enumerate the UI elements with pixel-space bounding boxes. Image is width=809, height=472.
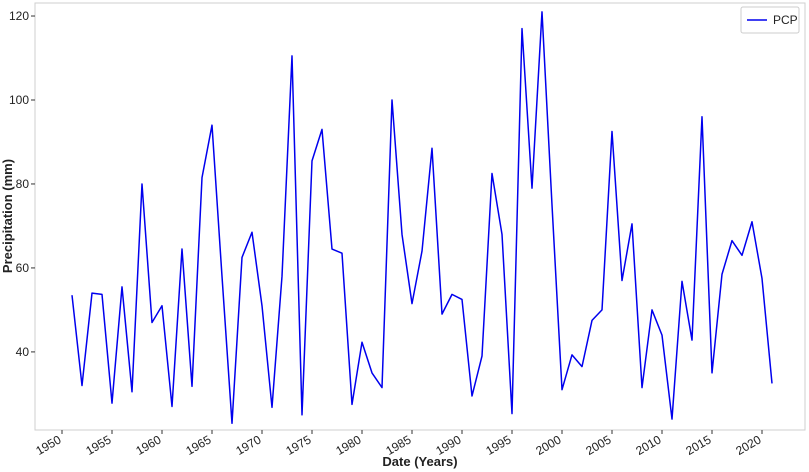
x-tick-label: 1980 (333, 432, 363, 458)
x-tick-label: 1960 (133, 432, 163, 458)
x-tick-label: 1975 (283, 432, 313, 458)
y-tick-label: 100 (9, 93, 29, 107)
x-tick-label: 2015 (683, 432, 713, 458)
x-tick-label: 1955 (83, 432, 113, 458)
x-tick-label: 1965 (183, 432, 213, 458)
y-axis-label: Precipitation (mm) (0, 159, 15, 273)
x-tick-label: 2005 (583, 432, 613, 458)
x-axis-label: Date (Years) (382, 454, 457, 469)
x-tick-label: 2020 (733, 432, 763, 458)
x-tick-label: 1970 (233, 432, 263, 458)
x-tick-label: 2000 (533, 432, 563, 458)
y-tick-label: 120 (9, 9, 29, 23)
plot-frame (34, 2, 806, 431)
y-tick-label: 60 (16, 261, 30, 275)
x-tick-label: 1950 (33, 432, 63, 458)
x-tick-label: 1995 (483, 432, 513, 458)
line-series (71, 11, 773, 425)
x-tick-label: 2010 (633, 432, 663, 458)
y-tick-label: 40 (16, 345, 30, 359)
legend-box (740, 6, 800, 34)
legend-label: PCP (773, 13, 798, 27)
y-tick-label: 80 (16, 177, 30, 191)
